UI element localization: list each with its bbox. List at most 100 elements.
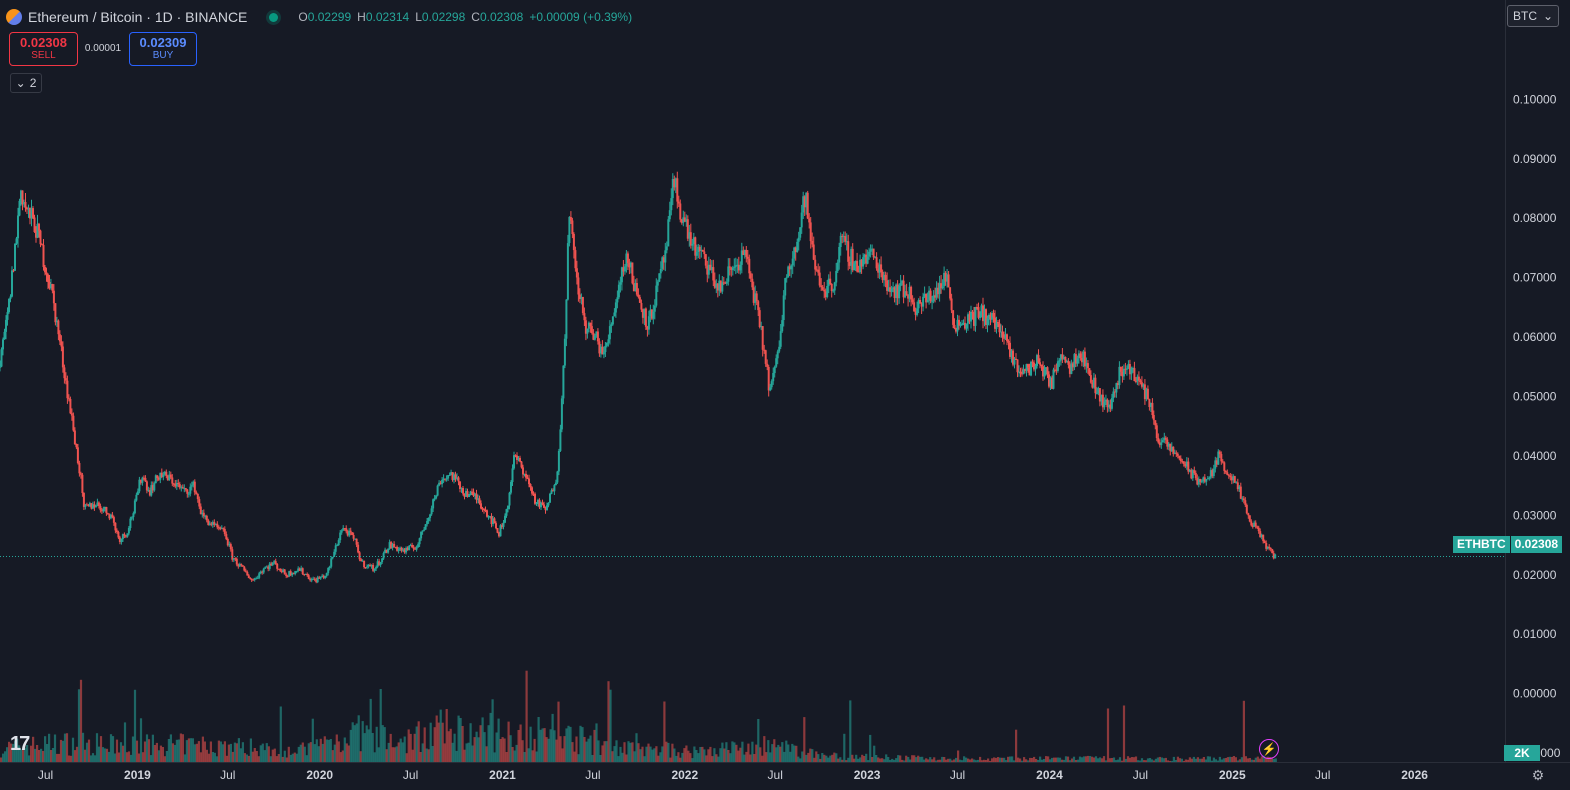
volume-bar [1060,759,1064,762]
candle-body [430,508,433,515]
candle-body [456,477,458,479]
candle-body [27,208,30,210]
candle-body [676,178,679,202]
volume-bar [769,752,772,762]
volume-bar [455,750,458,762]
candle-body [139,479,142,483]
volume-bar [1196,757,1199,762]
candle-body [949,287,952,299]
volume-bar [485,746,488,762]
volume-bar [705,755,708,762]
volume-bar [727,750,730,762]
candle-body [546,505,548,511]
volume-bar [883,759,886,762]
candle-body [391,544,394,548]
candle-body [1251,525,1254,527]
candle-body [1179,458,1182,462]
volume-bar [12,743,15,762]
volume-bar [1132,757,1136,762]
sell-button[interactable]: 0.02308 SELL [9,32,78,66]
candle-body [626,253,629,263]
volume-bar [30,745,33,762]
volume-bar [50,750,53,762]
candle-body [289,571,292,576]
candle-body [758,310,761,327]
volume-bar [821,753,824,762]
volume-bar [299,744,302,762]
candle-body [1053,369,1056,371]
volume-bar [581,727,584,762]
candle-body [406,547,409,550]
candle-body [661,257,664,269]
volume-bar [661,746,664,762]
volume-bar [14,741,17,762]
volume-bar [413,733,416,762]
candle-body [1018,371,1020,373]
candle-body [1149,402,1152,407]
candle-body [1095,393,1098,395]
candle-body [60,341,63,347]
candle-body [884,274,887,281]
volume-bar [891,758,894,762]
candle-body [572,234,575,251]
volume-bar [895,758,898,762]
lightning-icon[interactable]: ⚡ [1259,739,1279,759]
x-tick-label: Jul [768,768,783,782]
candle-body [907,295,910,299]
candle-body [195,492,198,494]
candle-body [1245,504,1248,514]
candle-body [1194,473,1197,479]
volume-bar [251,751,254,762]
volume-bar [503,738,506,762]
volume-bar [283,750,286,762]
candle-body [304,574,307,575]
currency-selector[interactable]: BTC ⌄ [1507,5,1559,27]
volume-bar [647,743,650,762]
volume-bar [865,753,868,762]
y-tick-label: 0.06000 [1513,330,1557,344]
volume-bar [855,754,858,762]
volume-bar [165,751,168,762]
candle-body [376,561,379,567]
candle-body [1139,380,1142,383]
candle-body [829,278,832,284]
candle-body [262,568,265,573]
volume-bar [597,740,600,762]
candle-body [748,258,751,274]
candle-body [270,563,273,566]
candle-body [908,286,911,299]
candle-body [751,278,754,288]
candle-body [1259,531,1262,538]
tradingview-logo[interactable]: 17 [10,733,30,755]
volume-bar [903,760,906,762]
candle-body [596,331,599,342]
candle-body [207,520,210,525]
symbol-title[interactable]: Ethereum / Bitcoin · 1D · BINANCE [28,9,248,25]
volume-bar [347,745,350,762]
volume-bar [733,742,736,762]
volume-bar [887,757,890,762]
candle-body [421,530,424,532]
low-key: L [415,10,422,24]
volume-bar [32,736,35,762]
gear-icon[interactable]: ⚙ [1531,767,1545,783]
candle-body [463,493,466,497]
candle-body [529,484,532,488]
volume-bar [523,752,526,762]
legend-toggle-button[interactable]: ⌄ 2 [10,73,42,93]
volume-bar [115,739,119,762]
volume-bar [169,734,172,762]
volume-bar [293,752,296,762]
candle-body [418,538,421,545]
volume-bar [40,748,43,762]
candle-body [44,267,46,273]
volume-bar [909,759,912,762]
x-tick-label: 2026 [1401,768,1428,782]
candle-body [832,290,835,292]
buy-button[interactable]: 0.02309 BUY [129,32,197,66]
volume-bar [599,755,602,762]
volume-bar [0,757,3,762]
candle-body [282,569,285,573]
candle-body [126,533,129,537]
